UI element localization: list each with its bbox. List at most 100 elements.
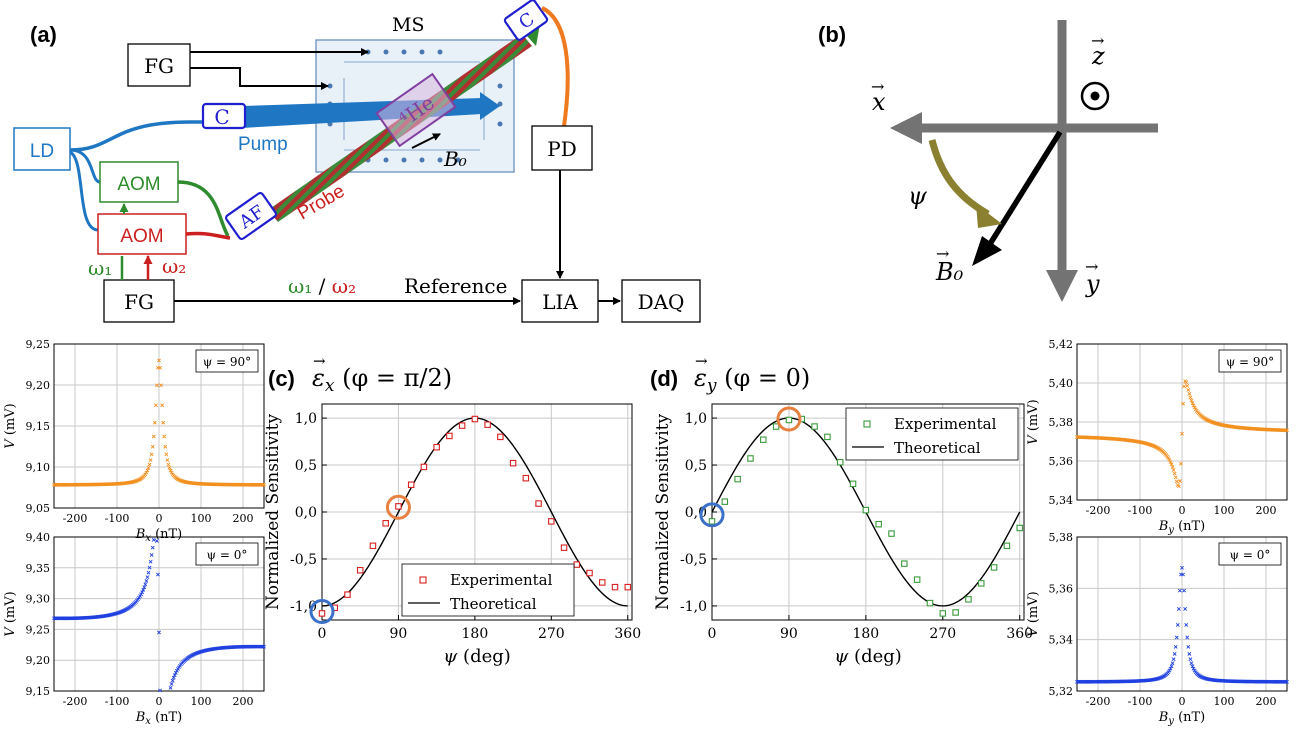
daq-label: DAQ [638,290,685,314]
y-tick-label: -0,5 [680,552,707,568]
x-tick-label: 270 [929,626,956,642]
y-tick-label: 9,35 [26,562,51,575]
x-tick-label: 180 [852,626,879,642]
data-point [1156,676,1161,681]
y-axis-label: V (mV) [1026,399,1041,444]
data-point [599,579,606,586]
data-point [115,611,119,616]
x-axis-label: By (nT) [1158,519,1206,536]
x-tick-label: 100 [191,512,212,525]
data-point [369,542,377,550]
data-point [1284,679,1288,684]
aom-green-label: AOM [117,174,160,195]
data-point [1170,661,1175,666]
y-tick-label: 5,32 [1049,685,1074,698]
x-tick-label: 270 [538,626,565,642]
data-point [888,530,895,537]
data-point [1158,676,1162,680]
data-point [168,685,173,690]
y-tick-label: -1,0 [680,599,707,615]
experimental-points [318,415,632,617]
data-point [1173,644,1178,649]
y-tick-label: 1,0 [685,411,707,427]
ld-label: LD [30,141,54,162]
x-tick-label: -100 [1128,504,1153,517]
data-point [978,580,985,587]
x-axis-label: Bx (nT) [135,710,183,727]
legend-label-theoretical: Theoretical [450,595,537,613]
omega2-label: ω₂ [162,254,186,278]
data-point [116,610,120,615]
data-point [196,650,201,655]
x-tick-label: -200 [63,695,88,708]
plot-frame [321,403,633,621]
x-tick-label: 360 [614,626,641,642]
y-tick-label: 5,42 [1049,338,1074,351]
chart-sub-by-0: -200 -100 0 100 200 5,32 5,34 5,36 5,38 ψ = 0° By … [1026,531,1289,727]
data-point [1148,442,1153,447]
data-point [1285,679,1289,684]
y-tick-label: 5,36 [1049,582,1074,595]
psi-arc [928,139,990,218]
data-point [159,383,164,388]
data-point [142,585,147,590]
data-point [1185,635,1190,640]
data-point [146,465,151,470]
data-point [1185,383,1190,388]
y-tick-label: -0,5 [290,552,317,568]
data-point [169,682,174,686]
data-point [1179,461,1183,466]
data-point [161,420,166,425]
legend-box [1218,349,1282,373]
data-point [158,688,162,693]
fg-to-ms-arrow-2 [190,67,329,90]
x-axis-label: ψ (deg) [443,646,511,667]
data-point [162,434,167,439]
x-tick-label: -100 [105,512,130,525]
data-point [1182,588,1187,593]
highlight-circle [309,599,335,625]
data-point [152,420,157,425]
legend-box [195,542,259,566]
omega1-label: ω₁ [88,256,112,280]
y-tick-label: 5,38 [1049,416,1074,429]
x-axis-label: ψ (deg) [834,646,902,667]
data-points [52,537,266,693]
data-point [1285,428,1289,433]
b0-arrow-a [411,133,441,149]
he-cell: ⁴He [375,72,457,148]
data-point [157,358,161,363]
data-point [952,609,959,616]
data-point [261,644,265,649]
data-point [153,403,158,408]
data-point [1183,606,1188,611]
x-tick-label: 0 [1179,695,1186,708]
x-tick-label: 0 [156,512,163,525]
data-point [156,572,160,577]
omega2-ref: ω₂ [332,274,356,298]
chart-title: εy (φ = 0) [694,364,810,396]
y-tick-label: 1,0 [295,411,317,427]
data-point [164,452,169,457]
data-point [149,452,154,457]
legend-box [845,407,1019,461]
panel-label-b: (b) [818,22,846,47]
y-axis-label: V (mV) [3,403,18,448]
data-point [141,587,146,592]
ld-box [13,127,71,171]
af-box: AF [225,191,277,241]
data-point [522,474,530,482]
data-point [484,421,491,428]
fg-bottom-label: FG [124,290,154,314]
coupler-pump-label: C [214,105,229,129]
data-point [151,537,156,542]
y-tick-label: 5,38 [1049,531,1074,544]
data-point [171,675,176,680]
chart-sub-by-90: -200 -100 0 100 200 5,34 5,36 5,38 5,40 5,42 ψ = 9… [1026,338,1289,536]
data-point [1188,657,1193,662]
data-point [118,610,123,615]
plot-frame [1076,343,1288,501]
data-point [1003,542,1011,550]
title-vector-arrow: → [695,352,708,370]
y-axis-label: V (mV) [3,591,18,636]
